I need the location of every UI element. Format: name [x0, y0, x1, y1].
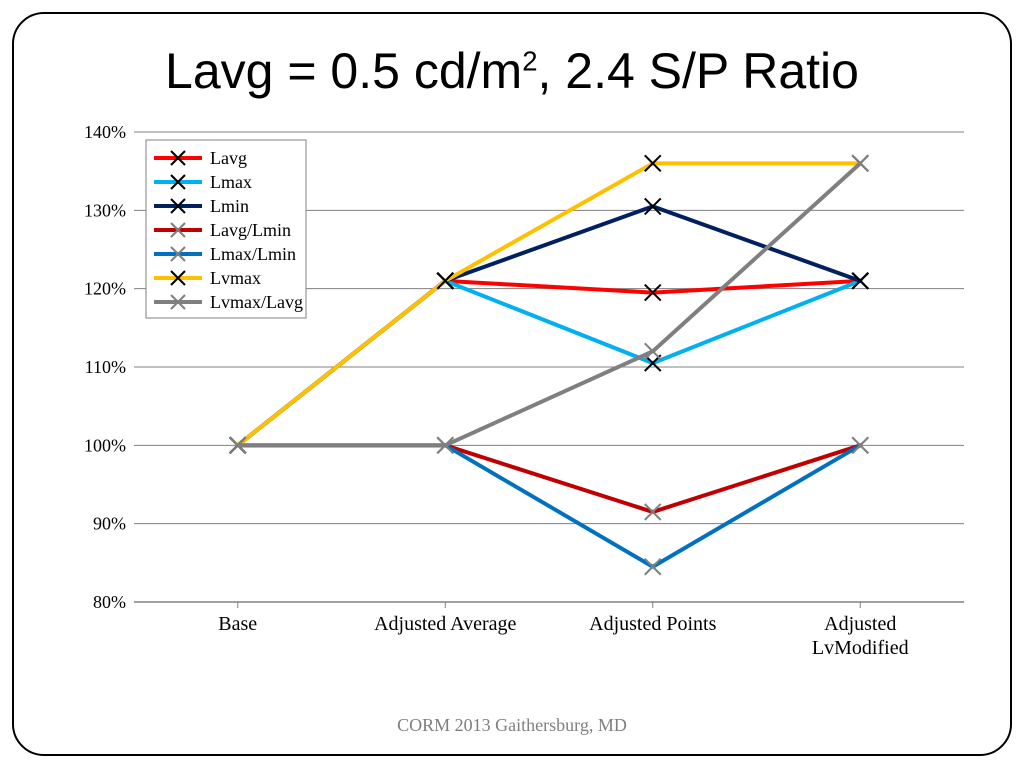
svg-text:Lmax/Lmin: Lmax/Lmin [210, 244, 296, 264]
svg-text:130%: 130% [84, 200, 126, 220]
series-Lavg [230, 273, 869, 454]
series-Lmax [230, 273, 869, 454]
svg-text:Lavg: Lavg [210, 148, 247, 168]
svg-text:120%: 120% [84, 279, 126, 299]
svg-text:Lmin: Lmin [210, 196, 249, 216]
svg-text:100%: 100% [84, 435, 126, 455]
svg-text:80%: 80% [93, 592, 126, 612]
page-title: Lavg = 0.5 cd/m2, 2.4 S/P Ratio [14, 42, 1010, 100]
svg-text:140%: 140% [84, 122, 126, 142]
chart-container: 80% 90% 100% 110% 120% 130% 140% Base Adjusted A… [74, 122, 974, 682]
slide-frame: Lavg = 0.5 cd/m2, 2.4 S/P Ratio 80% 90% 10… [12, 12, 1012, 756]
slide: Lavg = 0.5 cd/m2, 2.4 S/P Ratio 80% 90% 10… [0, 0, 1024, 768]
footer-text: CORM 2013 Gaithersburg, MD [14, 715, 1010, 736]
series-Lvmax/Lavg [230, 155, 869, 453]
chart-legend: Lavg Lmax Lmin Lavg/Lmin Lmax/Lmin Lvmax Lvmax… [146, 140, 306, 318]
svg-text:110%: 110% [85, 357, 126, 377]
svg-text:Lavg/Lmin: Lavg/Lmin [210, 220, 291, 240]
line-chart: 80% 90% 100% 110% 120% 130% 140% Base Adjusted A… [74, 122, 974, 682]
svg-text:Lmax: Lmax [210, 172, 252, 192]
svg-text:Adjusted Average: Adjusted Average [374, 613, 516, 635]
svg-text:Lvmax/Lavg: Lvmax/Lavg [210, 292, 303, 312]
svg-text:90%: 90% [93, 514, 126, 534]
svg-text:LvModified: LvModified [812, 637, 909, 659]
series-Lmin [230, 198, 869, 453]
svg-text:Lvmax: Lvmax [210, 268, 261, 288]
svg-text:Base: Base [218, 613, 257, 635]
svg-text:Adjusted: Adjusted [824, 613, 896, 635]
svg-text:Adjusted Points: Adjusted Points [589, 613, 716, 635]
series-Lvmax [230, 155, 869, 453]
series-Lmax/Lmin [230, 437, 869, 574]
